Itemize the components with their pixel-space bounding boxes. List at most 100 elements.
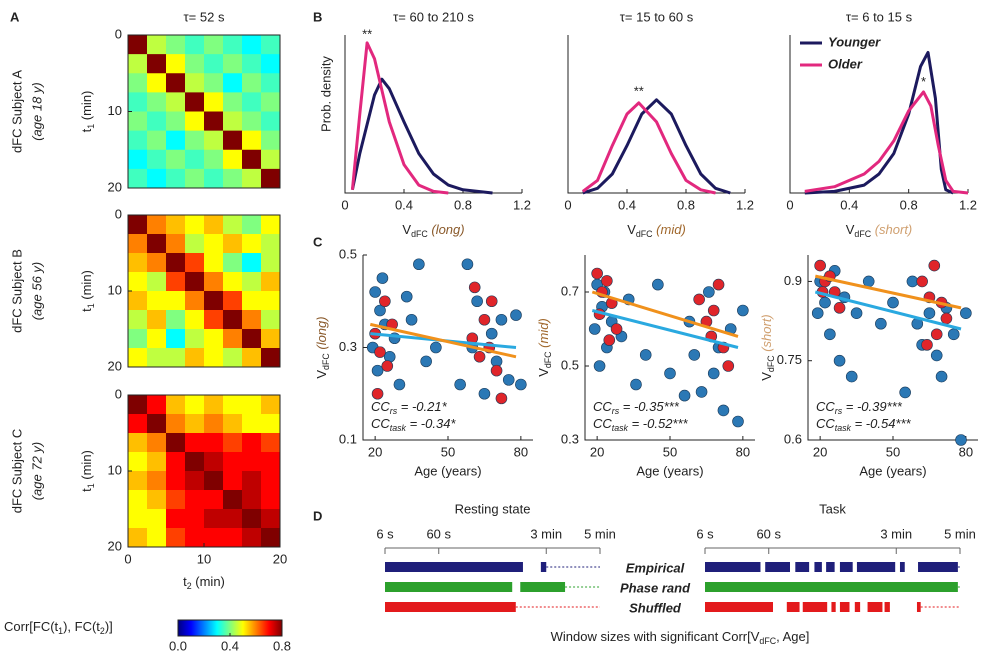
scatter-point bbox=[468, 281, 481, 294]
heatmap-cell bbox=[223, 54, 243, 74]
text-part: = -0.54*** bbox=[851, 416, 912, 431]
y-tick-label: 0.3 bbox=[339, 339, 357, 354]
significance-bar bbox=[854, 602, 861, 612]
scatter-point bbox=[960, 307, 972, 319]
heatmap-cell bbox=[147, 528, 167, 548]
annotation: ** bbox=[634, 83, 644, 98]
scatter-point bbox=[906, 275, 919, 288]
heatmap-cell bbox=[204, 73, 224, 93]
x-axis-label: Age (years) bbox=[859, 463, 926, 478]
scatter-point bbox=[591, 267, 603, 280]
heatmap-cell bbox=[147, 291, 167, 311]
x-tick-label: 5 min bbox=[584, 526, 616, 541]
y-axis-label: VdFC (short) bbox=[759, 314, 776, 381]
heatmap-cell bbox=[166, 92, 186, 112]
heatmap-cell bbox=[128, 215, 148, 235]
scatter-point bbox=[495, 313, 508, 326]
row-sublabel: (age 18 y) bbox=[29, 82, 44, 141]
significance-bar bbox=[802, 602, 828, 612]
x-tick-label: 80 bbox=[959, 444, 973, 459]
heatmap-cell bbox=[204, 234, 224, 254]
scatter-point bbox=[712, 278, 725, 291]
heatmap-cell bbox=[128, 149, 148, 170]
x-tick-label: 0 bbox=[564, 197, 571, 212]
heatmap-cell bbox=[185, 130, 205, 151]
heatmap-cell bbox=[185, 452, 205, 472]
correlation-label: CCtask = -0.52*** bbox=[593, 416, 689, 433]
heatmap-cell bbox=[223, 291, 243, 311]
scatter-point bbox=[930, 328, 943, 341]
x-tick-label: 0.4 bbox=[840, 197, 858, 212]
y-axis-label: t1 (min) bbox=[79, 91, 96, 133]
heatmap-cell bbox=[223, 234, 243, 254]
scatter-point bbox=[430, 341, 442, 354]
heatmap-cell bbox=[166, 272, 186, 292]
panel-title: τ= 15 to 60 s bbox=[620, 9, 694, 24]
heatmap-cell bbox=[185, 329, 205, 349]
scatter-point bbox=[603, 334, 616, 346]
scatter-point bbox=[495, 392, 508, 405]
text-part: (long) bbox=[428, 222, 465, 237]
y-tick-label: 10 bbox=[108, 462, 122, 477]
heatmap-cell bbox=[223, 253, 243, 273]
heatmap-cell bbox=[147, 54, 167, 74]
legend-label: Younger bbox=[828, 34, 881, 49]
heatmap-cell bbox=[128, 528, 148, 548]
heatmap-cell bbox=[185, 509, 205, 529]
x-tick-label: 0 bbox=[341, 197, 348, 212]
x-tick-label: 20 bbox=[590, 444, 604, 459]
heatmap-cell bbox=[223, 35, 243, 55]
heatmap-cell bbox=[128, 395, 148, 415]
heatmap-cell bbox=[261, 54, 281, 74]
subscript: 2 bbox=[100, 626, 105, 636]
scatter-point bbox=[630, 378, 642, 391]
text-part: CC bbox=[816, 416, 835, 431]
scatter-point bbox=[707, 304, 720, 317]
scatter-point bbox=[928, 259, 941, 272]
y-tick-label: 20 bbox=[108, 538, 122, 553]
heatmap-cell bbox=[204, 215, 224, 235]
heatmap-cell bbox=[185, 253, 205, 273]
x-tick-label: 3 min bbox=[880, 526, 912, 541]
heatmap-cell bbox=[223, 73, 243, 93]
subscript: dFC bbox=[766, 355, 776, 372]
text-part: CC bbox=[371, 416, 390, 431]
y-tick-label: 0.6 bbox=[784, 431, 802, 446]
heatmap-cell bbox=[242, 471, 262, 491]
scatter-point bbox=[833, 302, 846, 314]
significance-bar bbox=[765, 562, 790, 572]
timeline-title: Window sizes with significant Corr[VdFC,… bbox=[551, 629, 810, 646]
panel-letter: D bbox=[313, 508, 322, 523]
heatmap-cell bbox=[185, 272, 205, 292]
heatmap-cell bbox=[204, 433, 224, 453]
heatmap-cell bbox=[261, 234, 281, 254]
scatter-point bbox=[379, 295, 391, 308]
text-part: CC bbox=[593, 416, 612, 431]
heatmap-cell bbox=[204, 253, 224, 273]
heatmap-cell bbox=[128, 291, 148, 311]
x-axis-label: VdFC (short) bbox=[846, 222, 913, 239]
x-axis-label: VdFC (mid) bbox=[627, 222, 686, 239]
panel-letter: B bbox=[313, 9, 322, 24]
heatmap-cell bbox=[147, 253, 167, 273]
subscript: 1 bbox=[86, 124, 96, 129]
scatter-point bbox=[610, 323, 623, 335]
heatmap-cell bbox=[204, 130, 224, 151]
text-part: Corr[FC(t bbox=[4, 619, 59, 634]
heatmap-cell bbox=[185, 54, 205, 74]
significance-bar bbox=[839, 562, 853, 572]
scatter-point bbox=[887, 296, 899, 309]
scatter-point bbox=[811, 307, 824, 319]
significance-bar bbox=[826, 562, 835, 572]
y-tick-label: 0 bbox=[115, 386, 122, 401]
heatmap-cell bbox=[261, 253, 281, 273]
heatmap-cell bbox=[166, 509, 186, 529]
heatmap-cell bbox=[166, 35, 186, 55]
heatmap-cell bbox=[242, 433, 262, 453]
subscript: dFC bbox=[411, 229, 428, 239]
y-tick-label: 20 bbox=[108, 358, 122, 373]
x-tick-label: 0.4 bbox=[618, 197, 636, 212]
heatmap-cell bbox=[223, 215, 243, 235]
fit-line bbox=[369, 322, 517, 359]
text-part: V bbox=[759, 372, 774, 381]
